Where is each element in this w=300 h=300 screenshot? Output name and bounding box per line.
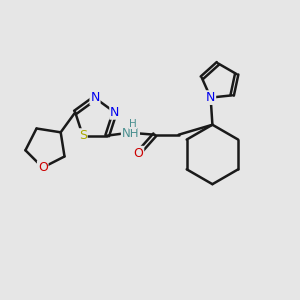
Text: NH: NH: [122, 127, 139, 140]
Text: N: N: [90, 92, 100, 104]
Text: N: N: [206, 91, 215, 104]
Text: O: O: [38, 161, 48, 174]
Text: H: H: [129, 119, 137, 129]
Text: S: S: [79, 129, 87, 142]
Text: N: N: [110, 106, 119, 119]
Text: O: O: [134, 147, 143, 160]
